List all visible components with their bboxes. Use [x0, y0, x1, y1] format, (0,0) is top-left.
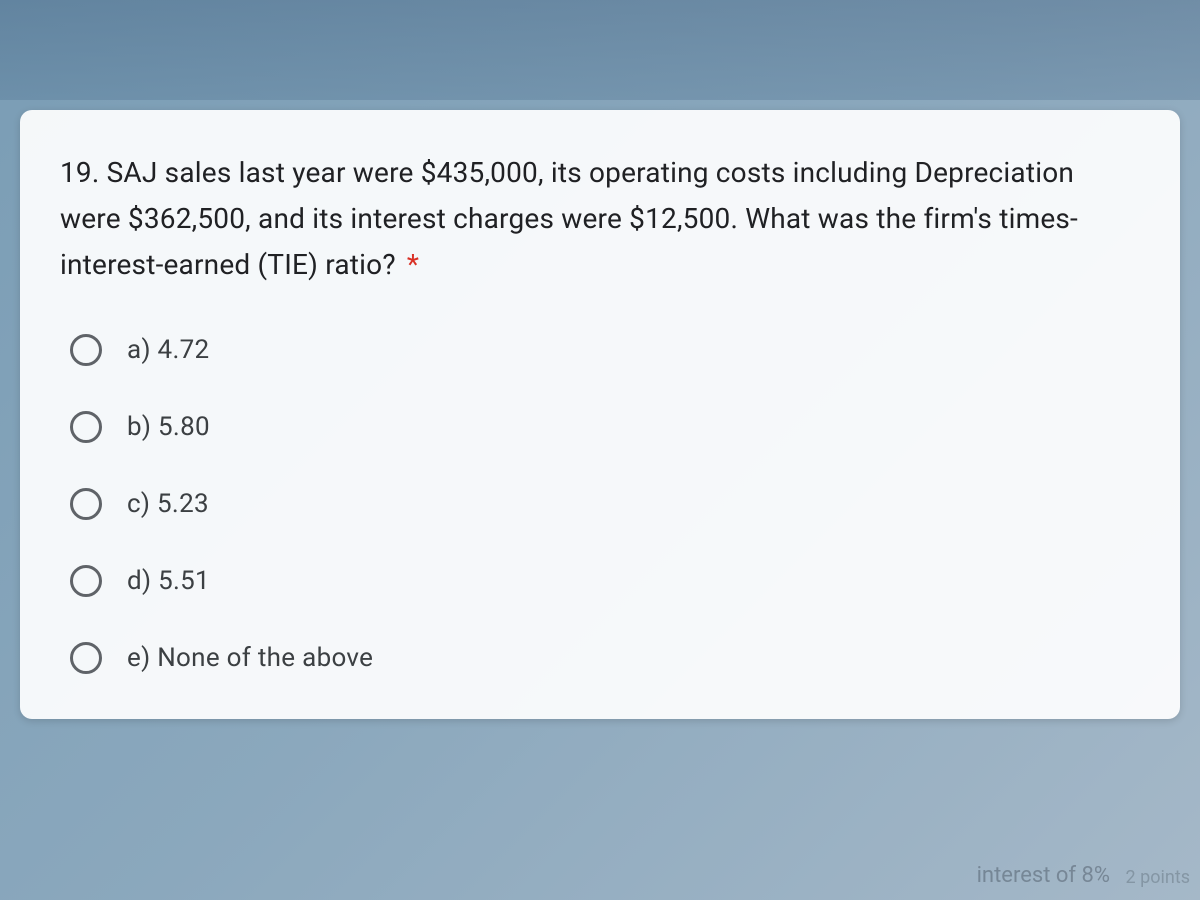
- option-e[interactable]: e) None of the above: [70, 642, 1140, 674]
- question-card: 19. SAJ sales last year were $435,000, i…: [20, 110, 1180, 719]
- radio-icon: [70, 488, 102, 520]
- ghost-text-interest: interest of 8%: [977, 863, 1110, 888]
- option-d-label: d) 5.51: [127, 566, 210, 596]
- question-text: 19. SAJ sales last year were $435,000, i…: [60, 150, 1140, 289]
- radio-icon: [70, 411, 102, 443]
- option-d[interactable]: d) 5.51: [70, 565, 1140, 597]
- question-body: 19. SAJ sales last year were $435,000, i…: [60, 156, 1078, 281]
- option-b[interactable]: b) 5.80: [70, 411, 1140, 443]
- ghost-text-points: 2 points: [1126, 867, 1190, 888]
- option-b-label: b) 5.80: [127, 412, 210, 442]
- top-bar: [0, 0, 1200, 100]
- radio-icon: [70, 334, 102, 366]
- options-list: a) 4.72 b) 5.80 c) 5.23 d) 5.51 e) None …: [60, 334, 1140, 674]
- option-e-label: e) None of the above: [127, 643, 373, 673]
- option-a-label: a) 4.72: [127, 335, 209, 365]
- required-asterisk: *: [400, 248, 419, 281]
- option-c-label: c) 5.23: [127, 489, 209, 519]
- option-a[interactable]: a) 4.72: [70, 334, 1140, 366]
- radio-icon: [70, 565, 102, 597]
- radio-icon: [70, 642, 102, 674]
- option-c[interactable]: c) 5.23: [70, 488, 1140, 520]
